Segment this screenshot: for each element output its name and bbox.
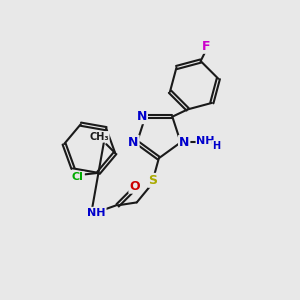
Text: O: O bbox=[129, 180, 140, 193]
Text: N: N bbox=[136, 110, 147, 123]
Text: CH₃: CH₃ bbox=[89, 132, 109, 142]
Text: Cl: Cl bbox=[72, 172, 84, 182]
Text: NH: NH bbox=[196, 136, 215, 146]
Text: N: N bbox=[179, 136, 189, 149]
Text: F: F bbox=[202, 40, 211, 53]
Text: NH: NH bbox=[87, 208, 106, 218]
Text: S: S bbox=[148, 174, 158, 187]
Text: H: H bbox=[212, 141, 220, 151]
Text: N: N bbox=[128, 136, 139, 149]
